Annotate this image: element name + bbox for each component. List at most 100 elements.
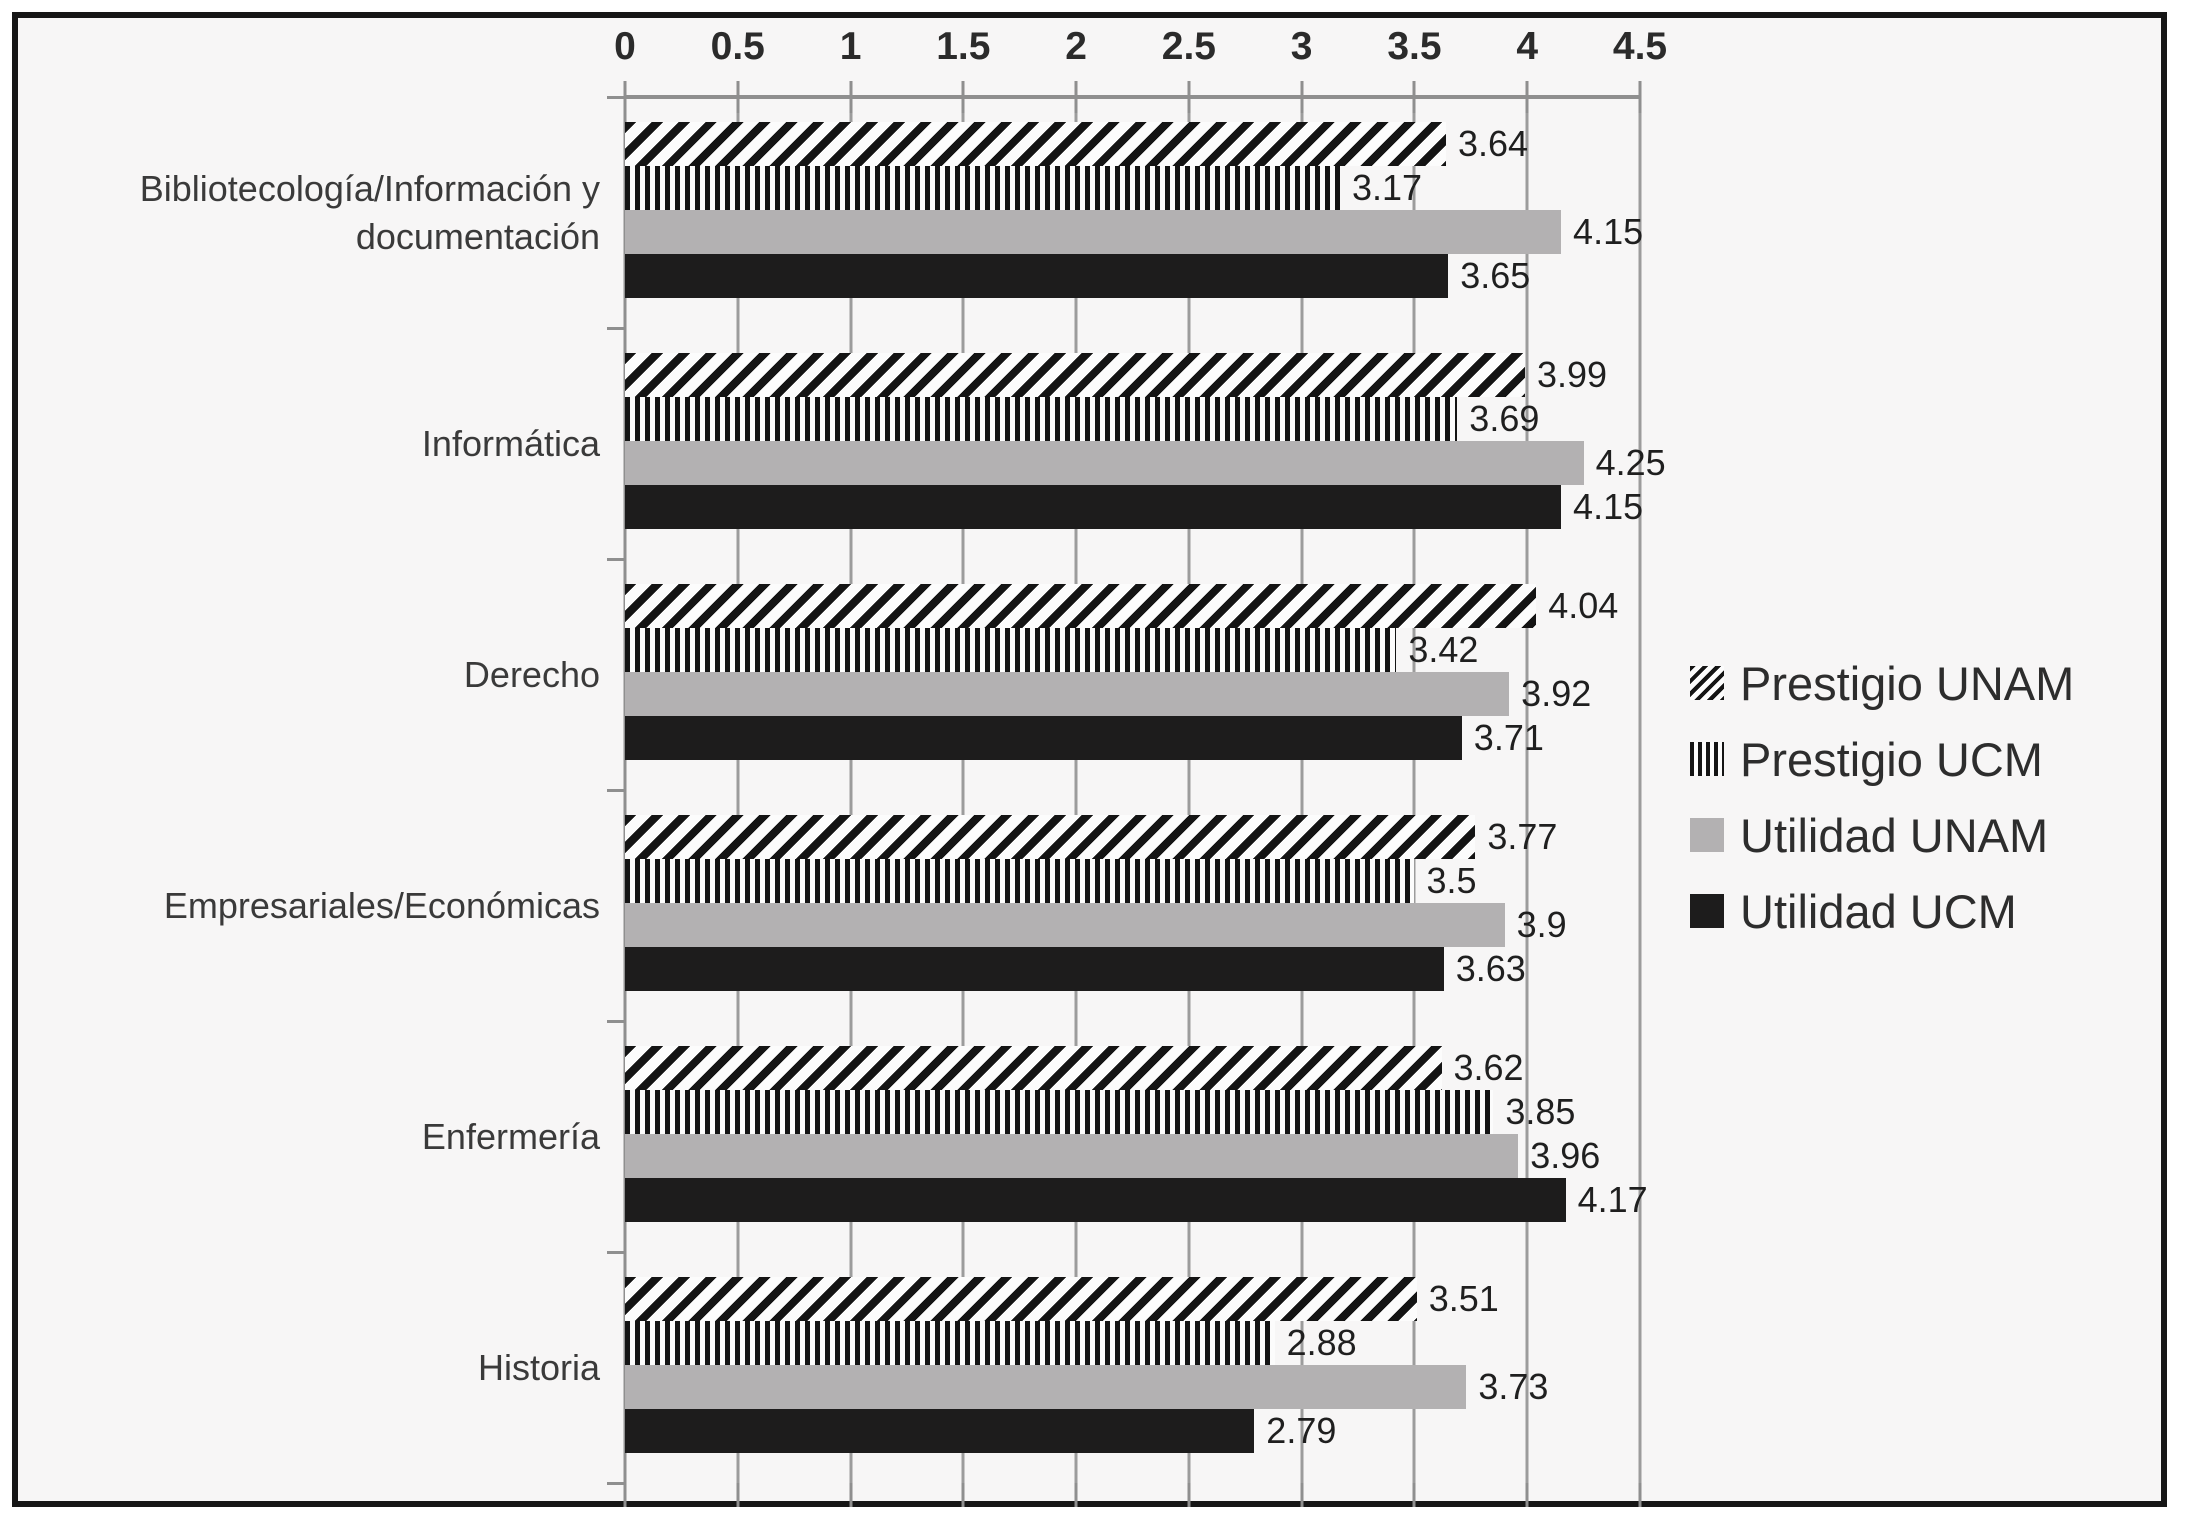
legend-swatch-diagonal-hatch-icon <box>1690 666 1724 700</box>
value-label: 3.71 <box>1473 717 1544 758</box>
bar-prestigio-unam-enfermeria <box>625 1046 1442 1090</box>
bar-prestigio-unam-informatica <box>625 353 1525 397</box>
gridline-x-3 <box>1300 97 1304 1483</box>
legend-item-utilidad-unam: Utilidad UNAM <box>1690 797 2074 873</box>
bar-utilidad-unam-historia <box>625 1365 1467 1409</box>
x-axis-tick-bottom <box>961 1483 965 1507</box>
value-label: 3.5 <box>1426 860 1477 901</box>
legend-swatch-vertical-stripes-icon <box>1690 742 1724 776</box>
bar-utilidad-unam-derecho <box>625 672 1510 716</box>
value-label: 3.9 <box>1516 904 1567 945</box>
x-axis-tick-bottom <box>1638 1483 1642 1507</box>
value-label: 2.79 <box>1266 1410 1337 1451</box>
bar-prestigio-ucm-informatica <box>625 397 1458 441</box>
category-boundary-tick <box>607 95 625 99</box>
legend-item-utilidad-ucm: Utilidad UCM <box>1690 873 2074 949</box>
bar-prestigio-unam-bibliotecologia-informacion-y <box>625 122 1447 166</box>
x-tick-label: 3 <box>1290 25 1313 68</box>
category-label-empresariales-economicas: Empresariales/Económicas <box>163 884 600 926</box>
bar-utilidad-unam-empresariales-economicas <box>625 903 1505 947</box>
legend-label: Utilidad UNAM <box>1740 808 2049 862</box>
bar-utilidad-ucm-historia <box>625 1409 1255 1453</box>
legend-swatch-solid-gray-icon <box>1690 818 1724 852</box>
value-label: 3.85 <box>1505 1091 1576 1132</box>
x-tick-label: 3.5 <box>1387 25 1442 68</box>
legend-swatch-solid-black-icon <box>1690 894 1724 928</box>
legend: Prestigio UNAM Prestigio UCM Utilidad UNAM… <box>1690 645 2074 949</box>
x-axis-tick-bottom <box>623 1483 627 1507</box>
category-label-derecho: Derecho <box>463 653 600 695</box>
category-label-informatica: Informática <box>421 422 600 464</box>
value-label: 3.65 <box>1460 255 1531 296</box>
gridline-x-4.5 <box>1638 97 1642 1483</box>
value-label: 3.99 <box>1536 354 1608 395</box>
gridline-x-2 <box>1074 97 1078 1483</box>
value-label: 3.17 <box>1352 167 1423 208</box>
category-label-enfermeria: Enfermería <box>421 1115 600 1157</box>
category-boundary-tick <box>607 1481 625 1485</box>
bar-utilidad-unam-informatica <box>625 441 1584 485</box>
value-label: 3.42 <box>1408 629 1479 670</box>
x-axis-tick-bottom <box>1187 1483 1191 1507</box>
x-axis-line <box>625 95 1640 99</box>
value-label: 2.88 <box>1286 1322 1357 1363</box>
x-axis-tick-bottom <box>1074 1483 1078 1507</box>
category-label-bibliotecologia-informacion-y: Bibliotecología/Información y documentac… <box>139 167 600 257</box>
value-label: 4.15 <box>1573 486 1644 527</box>
x-tick-label: 4.5 <box>1612 25 1668 68</box>
gridline-x-1.5 <box>961 97 965 1483</box>
x-tick-label: 1.5 <box>936 25 991 68</box>
value-label: 4.25 <box>1595 442 1666 483</box>
x-axis-tick-bottom <box>736 1483 740 1507</box>
value-label: 3.51 <box>1428 1278 1499 1319</box>
value-label: 3.92 <box>1521 673 1592 714</box>
legend-label: Utilidad UCM <box>1740 884 2017 938</box>
x-tick-label: 2.5 <box>1161 25 1216 68</box>
category-boundary-tick <box>607 326 625 330</box>
x-tick-label: 1 <box>839 25 862 68</box>
x-tick-label: 4 <box>1516 25 1539 68</box>
bar-utilidad-ucm-informatica <box>625 485 1562 529</box>
legend-label: Prestigio UNAM <box>1740 656 2075 710</box>
bar-utilidad-ucm-empresariales-economicas <box>625 947 1444 991</box>
bar-prestigio-ucm-derecho <box>625 628 1397 672</box>
legend-item-prestigio-unam: Prestigio UNAM <box>1690 645 2074 721</box>
legend-label: Prestigio UCM <box>1740 732 2043 786</box>
bar-prestigio-unam-derecho <box>625 584 1537 628</box>
bar-prestigio-ucm-empresariales-economicas <box>625 859 1415 903</box>
bar-prestigio-ucm-historia <box>625 1321 1275 1365</box>
bar-prestigio-unam-empresariales-economicas <box>625 815 1476 859</box>
legend-item-prestigio-ucm: Prestigio UCM <box>1690 721 2074 797</box>
x-tick-label: 2 <box>1065 25 1087 68</box>
gridline-x-1 <box>849 97 853 1483</box>
value-label: 4.04 <box>1548 585 1619 626</box>
category-boundary-tick <box>607 788 625 792</box>
category-boundary-tick <box>607 1019 625 1023</box>
gridline-x-0.5 <box>736 97 740 1483</box>
category-boundary-tick <box>607 1250 625 1254</box>
value-label: 3.73 <box>1478 1366 1549 1407</box>
x-tick-label: 0 <box>614 25 636 68</box>
value-label: 3.69 <box>1469 398 1540 439</box>
value-label: 3.63 <box>1455 948 1526 989</box>
bar-utilidad-ucm-derecho <box>625 716 1462 760</box>
gridline-x-4 <box>1525 97 1529 1483</box>
value-label: 4.17 <box>1577 1179 1648 1220</box>
x-axis-tick-bottom <box>1525 1483 1529 1507</box>
category-label-historia: Historia <box>477 1346 600 1388</box>
bar-prestigio-ucm-enfermeria <box>625 1090 1494 1134</box>
x-axis-tick-bottom <box>849 1483 853 1507</box>
value-label: 3.77 <box>1487 816 1558 857</box>
gridline-x-0 <box>623 97 627 1483</box>
bar-prestigio-ucm-bibliotecologia-informacion-y <box>625 166 1340 210</box>
gridline-x-2.5 <box>1187 97 1191 1483</box>
x-axis-tick-bottom <box>1412 1483 1416 1507</box>
x-tick-label: 0.5 <box>710 25 765 68</box>
bar-utilidad-unam-enfermeria <box>625 1134 1519 1178</box>
value-label: 3.62 <box>1453 1047 1524 1088</box>
x-axis-tick-bottom <box>1300 1483 1304 1507</box>
bar-prestigio-unam-historia <box>625 1277 1417 1321</box>
value-label: 3.96 <box>1530 1135 1601 1176</box>
plot-area: 0 0.5 1 1.5 2 2.5 3 3.5 4 4.5 3.64 3.17 4.15 3.65 3.99… <box>607 25 1667 1507</box>
